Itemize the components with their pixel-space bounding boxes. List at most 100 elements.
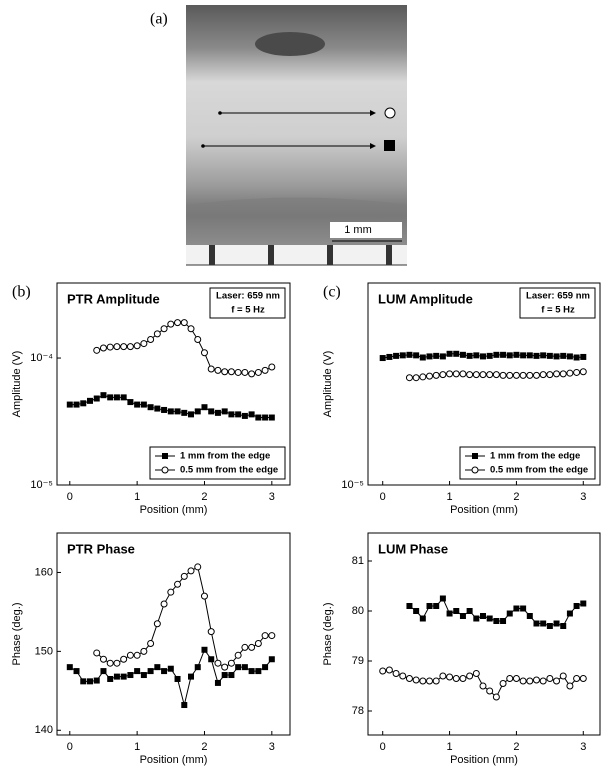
marker xyxy=(426,603,433,609)
y-tick-label: 80 xyxy=(352,605,364,617)
x-tick-label: 1 xyxy=(447,491,453,503)
marker xyxy=(134,401,141,408)
marker xyxy=(160,600,168,608)
marker xyxy=(66,401,73,408)
marker xyxy=(446,370,454,378)
marker xyxy=(540,352,547,359)
marker xyxy=(106,659,114,667)
arrow-start xyxy=(218,111,222,115)
marker xyxy=(533,620,540,627)
marker xyxy=(399,672,407,680)
y-tick-label: 10⁻⁵ xyxy=(30,479,53,491)
marker xyxy=(546,623,553,629)
marker xyxy=(127,672,134,679)
marker xyxy=(194,563,202,571)
marker xyxy=(506,610,513,617)
marker xyxy=(426,677,434,685)
marker xyxy=(100,392,107,399)
marker xyxy=(268,632,276,640)
marker xyxy=(241,643,249,651)
marker xyxy=(466,352,473,359)
marker xyxy=(181,409,188,416)
marker xyxy=(100,668,107,675)
marker xyxy=(160,325,168,333)
marker xyxy=(433,352,440,359)
marker xyxy=(459,675,467,682)
marker xyxy=(214,366,222,374)
marker xyxy=(248,643,256,651)
marker xyxy=(406,351,413,358)
marker xyxy=(526,352,533,359)
marker xyxy=(573,675,581,682)
marker xyxy=(140,401,147,408)
marker xyxy=(194,408,201,415)
marker xyxy=(399,352,406,359)
marker xyxy=(473,352,480,359)
marker xyxy=(512,371,520,379)
marker xyxy=(221,408,228,415)
marker xyxy=(560,623,567,629)
marker xyxy=(133,342,141,350)
chart-title: PTR Phase xyxy=(67,541,135,556)
marker xyxy=(459,613,466,619)
marker xyxy=(453,350,460,357)
marker xyxy=(107,675,114,682)
marker xyxy=(439,371,447,379)
chart: 0 1 2 3 10⁻⁵ 10⁻⁴ (b) PTR Amplitude Position (mm… xyxy=(11,282,291,516)
marker xyxy=(147,668,154,675)
x-tick-label: 1 xyxy=(134,491,140,503)
marker xyxy=(188,411,195,418)
marker xyxy=(459,370,467,378)
marker xyxy=(133,651,141,659)
marker xyxy=(120,655,128,663)
ruler-mark xyxy=(209,245,215,265)
legend-box xyxy=(149,446,286,480)
marker xyxy=(519,371,527,379)
marker xyxy=(200,592,208,600)
y-tick-label: 160 xyxy=(35,566,53,578)
legend-marker xyxy=(472,453,478,459)
marker xyxy=(432,677,440,685)
marker xyxy=(472,670,480,677)
arrow-head xyxy=(370,143,376,149)
marker xyxy=(255,414,262,421)
marker xyxy=(419,354,426,361)
marker xyxy=(452,370,460,378)
marker xyxy=(520,352,527,359)
marker xyxy=(486,352,493,359)
marker xyxy=(268,656,275,663)
marker xyxy=(446,610,453,617)
legend-marker xyxy=(471,466,479,474)
marker xyxy=(255,668,262,675)
marker xyxy=(406,603,413,609)
annotation-box xyxy=(519,287,596,319)
ruler-mark xyxy=(268,245,274,265)
chart-title: PTR Amplitude xyxy=(67,291,160,306)
marker xyxy=(566,353,573,360)
y-tick-label: 78 xyxy=(352,705,364,717)
marker xyxy=(539,677,547,685)
marker xyxy=(254,368,262,376)
marker xyxy=(73,668,80,675)
marker xyxy=(120,673,127,680)
marker xyxy=(500,618,507,624)
x-tick-label: 2 xyxy=(201,491,207,503)
x-tick-label: 3 xyxy=(580,741,586,753)
marker xyxy=(228,672,235,679)
marker xyxy=(174,408,181,415)
marker xyxy=(107,394,114,401)
marker xyxy=(466,672,474,680)
marker xyxy=(506,352,513,359)
marker xyxy=(573,368,581,376)
marker xyxy=(200,349,208,357)
plot-frame xyxy=(367,282,601,486)
marker xyxy=(181,702,188,709)
marker xyxy=(479,613,486,619)
marker xyxy=(254,639,262,647)
x-tick-label: 1 xyxy=(134,741,140,753)
marker xyxy=(194,335,202,343)
marker xyxy=(526,613,533,619)
scale-box xyxy=(330,222,402,238)
x-tick-label: 3 xyxy=(269,741,275,753)
marker xyxy=(208,656,215,663)
